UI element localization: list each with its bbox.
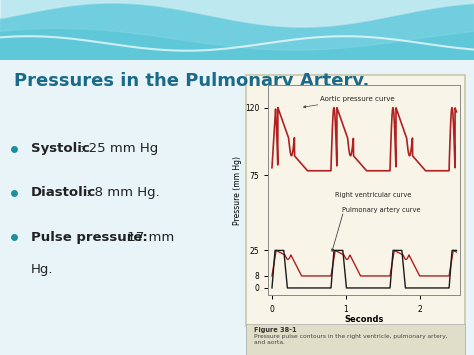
Text: 17 mm: 17 mm	[123, 231, 174, 244]
X-axis label: Seconds: Seconds	[345, 315, 384, 324]
Text: Hg.: Hg.	[31, 263, 53, 276]
Text: Diastolic: Diastolic	[31, 186, 96, 200]
Text: Pulse pressure:: Pulse pressure:	[31, 231, 147, 244]
Text: Pressures in the Pulmonary Artery.: Pressures in the Pulmonary Artery.	[14, 72, 370, 90]
Text: : 8 mm Hg.: : 8 mm Hg.	[86, 186, 160, 200]
Text: Pulse pressure: 17 mm: Pulse pressure: 17 mm	[31, 231, 202, 244]
Text: Pulmonary artery curve: Pulmonary artery curve	[342, 207, 420, 213]
Text: Pressure pulse contours in the right ventricle, pulmonary artery,
and aorta.: Pressure pulse contours in the right ven…	[254, 334, 447, 345]
FancyBboxPatch shape	[246, 324, 465, 355]
Y-axis label: Pressure (mm Hg): Pressure (mm Hg)	[233, 156, 242, 225]
Text: Figure 38-1: Figure 38-1	[254, 327, 296, 333]
Text: : 25 mm Hg: : 25 mm Hg	[80, 142, 158, 155]
Text: Aortic pressure curve: Aortic pressure curve	[303, 95, 394, 108]
Text: Systolic: Systolic	[31, 142, 90, 155]
Text: Right ventricular curve: Right ventricular curve	[335, 192, 411, 198]
FancyBboxPatch shape	[246, 75, 465, 326]
